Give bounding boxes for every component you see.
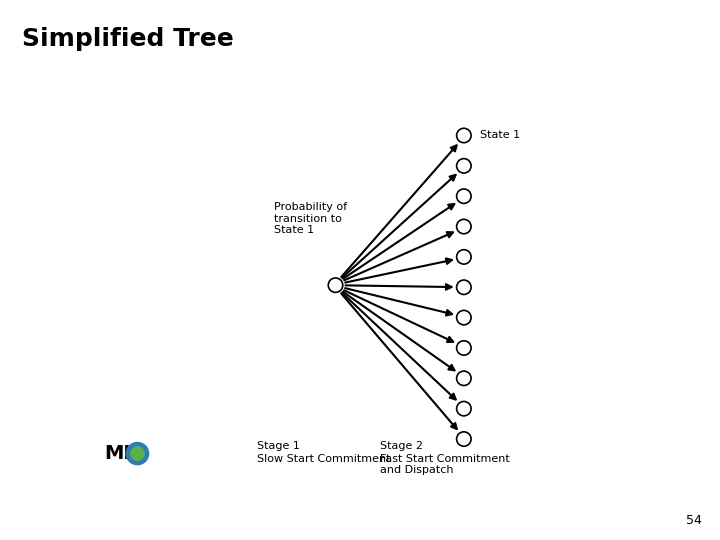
Ellipse shape xyxy=(456,159,471,173)
Text: State 1: State 1 xyxy=(480,131,520,140)
Ellipse shape xyxy=(456,129,471,143)
Text: Stage 2: Stage 2 xyxy=(380,441,423,451)
Text: Slow Start Commitment: Slow Start Commitment xyxy=(258,454,391,463)
Text: 54: 54 xyxy=(686,514,702,526)
Text: Fast Start Commitment
and Dispatch: Fast Start Commitment and Dispatch xyxy=(380,454,510,475)
Ellipse shape xyxy=(456,249,471,264)
Text: Simplified Tree: Simplified Tree xyxy=(22,27,233,51)
Ellipse shape xyxy=(456,280,471,294)
Ellipse shape xyxy=(456,432,471,446)
Text: Stage 1: Stage 1 xyxy=(258,441,300,451)
Ellipse shape xyxy=(456,310,471,325)
Text: MIS: MIS xyxy=(104,444,145,463)
Ellipse shape xyxy=(456,371,471,386)
Text: Probability of
transition to
State 1: Probability of transition to State 1 xyxy=(274,202,347,235)
Ellipse shape xyxy=(131,447,144,460)
Ellipse shape xyxy=(456,341,471,355)
Ellipse shape xyxy=(456,219,471,234)
Ellipse shape xyxy=(456,189,471,204)
Ellipse shape xyxy=(328,278,343,292)
Ellipse shape xyxy=(456,401,471,416)
Ellipse shape xyxy=(126,442,148,464)
